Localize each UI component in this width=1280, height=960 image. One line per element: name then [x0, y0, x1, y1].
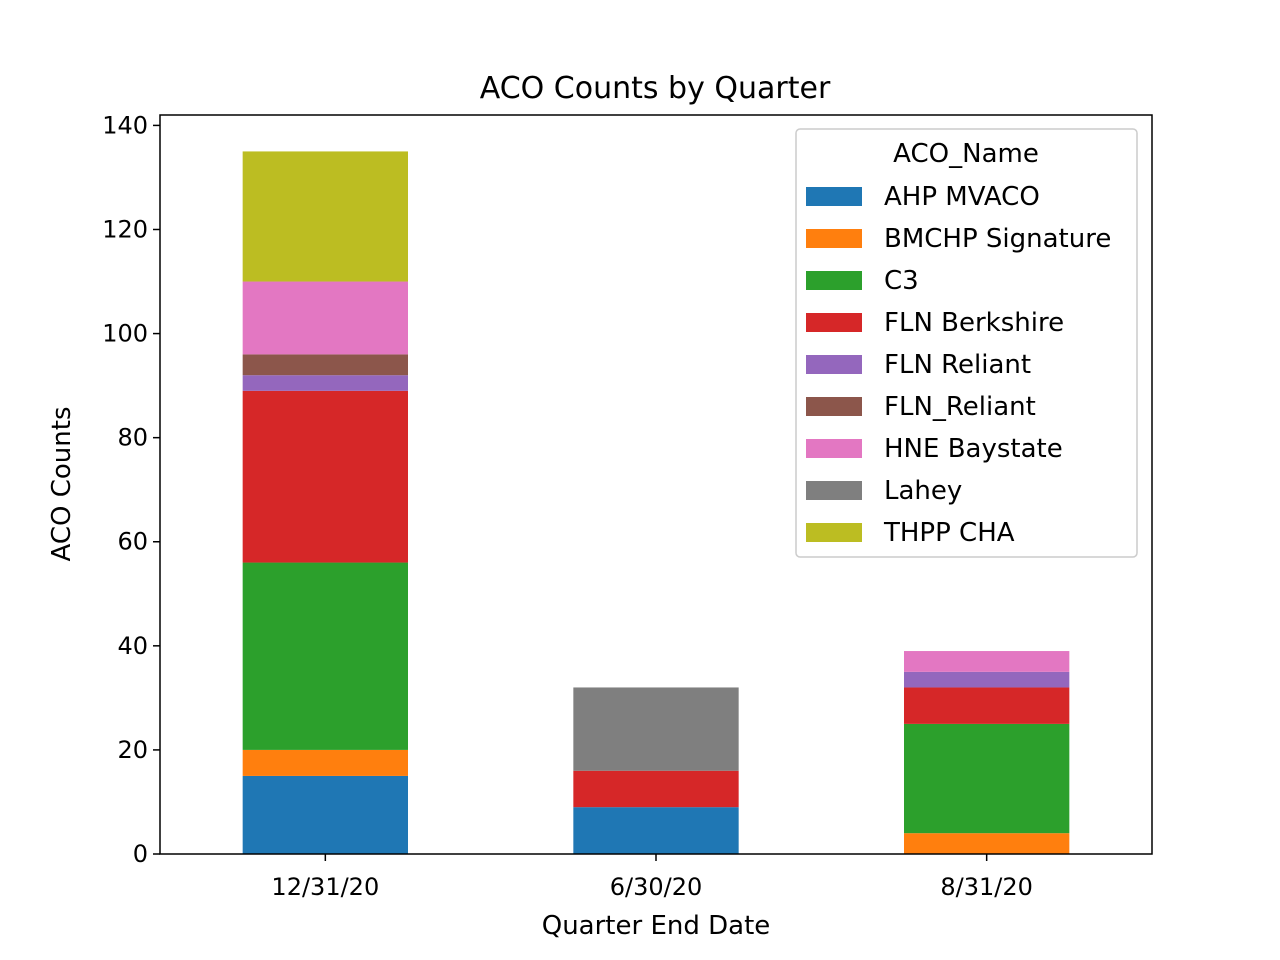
legend-swatch — [806, 439, 862, 458]
bar-segment — [904, 671, 1070, 688]
legend-swatch — [806, 271, 862, 290]
x-tick-label: 6/30/20 — [610, 873, 703, 901]
y-tick-label: 140 — [102, 111, 148, 139]
legend-entry-label: FLN Berkshire — [884, 308, 1064, 338]
legend-entry-label: AHP MVACO — [884, 182, 1040, 212]
bar-segment — [573, 770, 739, 808]
bars-group — [242, 151, 1070, 854]
bar-segment — [242, 151, 408, 282]
bar-segment — [904, 723, 1070, 834]
y-tick-label: 100 — [102, 320, 148, 348]
legend-entry-label: C3 — [884, 266, 919, 296]
legend-swatch — [806, 229, 862, 248]
legend-swatch — [806, 355, 862, 374]
legend-swatch — [806, 481, 862, 500]
bar-segment — [904, 687, 1070, 724]
x-axis-ticks: 12/31/20 6/30/20 8/31/20 — [271, 854, 1033, 901]
legend-items: AHP MVACO BMCHP Signature C3 FLN Berkshire F… — [806, 182, 1111, 548]
legend-swatch — [806, 397, 862, 416]
y-tick-label: 60 — [117, 528, 148, 556]
bar-segment — [904, 833, 1070, 854]
y-tick-label: 20 — [117, 736, 148, 764]
bar-segment — [242, 354, 408, 376]
legend-entry-label: THPP CHA — [883, 518, 1015, 548]
y-axis-label: ACO Counts — [47, 407, 77, 562]
y-tick-label: 40 — [117, 632, 148, 660]
bar-segment — [242, 375, 408, 391]
chart-title: ACO Counts by Quarter — [480, 71, 831, 106]
legend-entry-label: Lahey — [884, 476, 962, 506]
bar-segment — [242, 562, 408, 750]
legend: ACO_Name AHP MVACO BMCHP Signature C3 FLN B… — [795, 128, 1138, 558]
bar-segment — [573, 687, 739, 771]
bar-segment — [242, 749, 408, 776]
legend-entry-label: HNE Baystate — [884, 434, 1063, 464]
bar-segment — [242, 281, 408, 355]
x-tick-label: 12/31/20 — [271, 873, 379, 901]
bar-segment — [573, 807, 739, 854]
legend-title: ACO_Name — [893, 139, 1039, 169]
bar-segment — [242, 775, 408, 854]
bar-segment — [242, 390, 408, 563]
y-tick-label: 80 — [117, 424, 148, 452]
legend-swatch — [806, 313, 862, 332]
legend-swatch — [806, 523, 862, 542]
legend-entry-label: FLN_Reliant — [884, 392, 1036, 422]
legend-entry-label: FLN Reliant — [884, 350, 1031, 380]
x-axis-label: Quarter End Date — [542, 911, 771, 941]
plot-frame — [159, 114, 1153, 855]
x-tick-label: 8/31/20 — [940, 873, 1033, 901]
legend-swatch — [806, 187, 862, 206]
bar-segment — [904, 651, 1070, 672]
y-axis-ticks: 0 20 40 60 80 100 120 140 — [102, 111, 160, 868]
y-tick-label: 0 — [133, 840, 148, 868]
legend-entry-label: BMCHP Signature — [884, 224, 1111, 254]
y-tick-label: 120 — [102, 215, 148, 243]
legend-frame — [795, 128, 1138, 558]
